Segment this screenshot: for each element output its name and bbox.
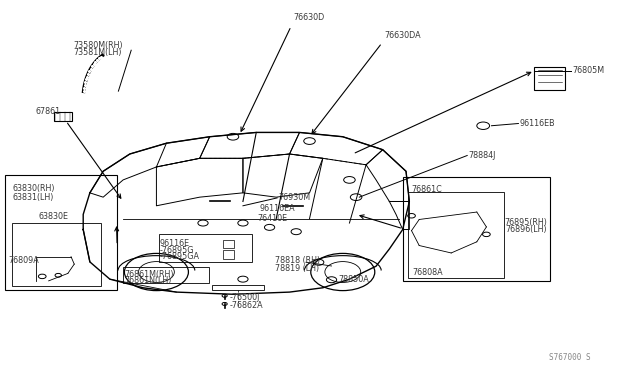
Bar (123, 267, 209, 283)
Text: 63830(RH): 63830(RH) (13, 184, 55, 193)
Text: 76861N(LH): 76861N(LH) (124, 276, 172, 285)
Text: 76930M: 76930M (278, 193, 310, 202)
Text: -76500J: -76500J (229, 293, 259, 302)
Text: 96116EB: 96116EB (520, 119, 556, 128)
Text: 78819 (LH): 78819 (LH) (275, 264, 319, 273)
Bar (223, 240, 234, 248)
Text: 63830E: 63830E (38, 212, 68, 221)
Bar (212, 285, 264, 290)
Text: 67861: 67861 (35, 107, 60, 116)
Text: 76805M: 76805M (573, 66, 605, 75)
Text: 76410E: 76410E (257, 214, 287, 223)
Bar (408, 192, 504, 278)
Text: 76861M(RH): 76861M(RH) (124, 270, 173, 279)
Text: 76808A: 76808A (413, 268, 444, 277)
Text: 76861C: 76861C (411, 185, 442, 194)
Bar (534, 67, 565, 90)
Text: 73581M(LH): 73581M(LH) (74, 48, 122, 57)
Text: 96116E: 96116E (160, 239, 190, 248)
Text: 78884J: 78884J (468, 151, 496, 160)
Text: 76895(RH): 76895(RH) (504, 218, 547, 227)
Text: 78850A: 78850A (338, 275, 369, 284)
Bar (159, 234, 252, 262)
Text: S767000 S: S767000 S (549, 353, 591, 362)
Text: 63831(LH): 63831(LH) (13, 193, 54, 202)
Text: 76630DA: 76630DA (384, 31, 420, 40)
Text: 78818 (RH): 78818 (RH) (275, 256, 321, 265)
Bar (5, 175, 117, 290)
Text: 96116EA: 96116EA (259, 204, 295, 213)
Text: 76896(LH): 76896(LH) (506, 225, 547, 234)
Bar (54, 112, 72, 121)
Bar (12, 223, 101, 286)
Bar (403, 177, 550, 281)
Text: -76895GA: -76895GA (160, 252, 200, 261)
Text: 73580M(RH): 73580M(RH) (74, 41, 124, 50)
Text: -76862A: -76862A (229, 301, 263, 310)
Text: 76630D: 76630D (293, 13, 324, 22)
Bar (223, 250, 234, 259)
Text: -76895G: -76895G (160, 246, 195, 254)
Text: 76809A: 76809A (8, 256, 39, 265)
